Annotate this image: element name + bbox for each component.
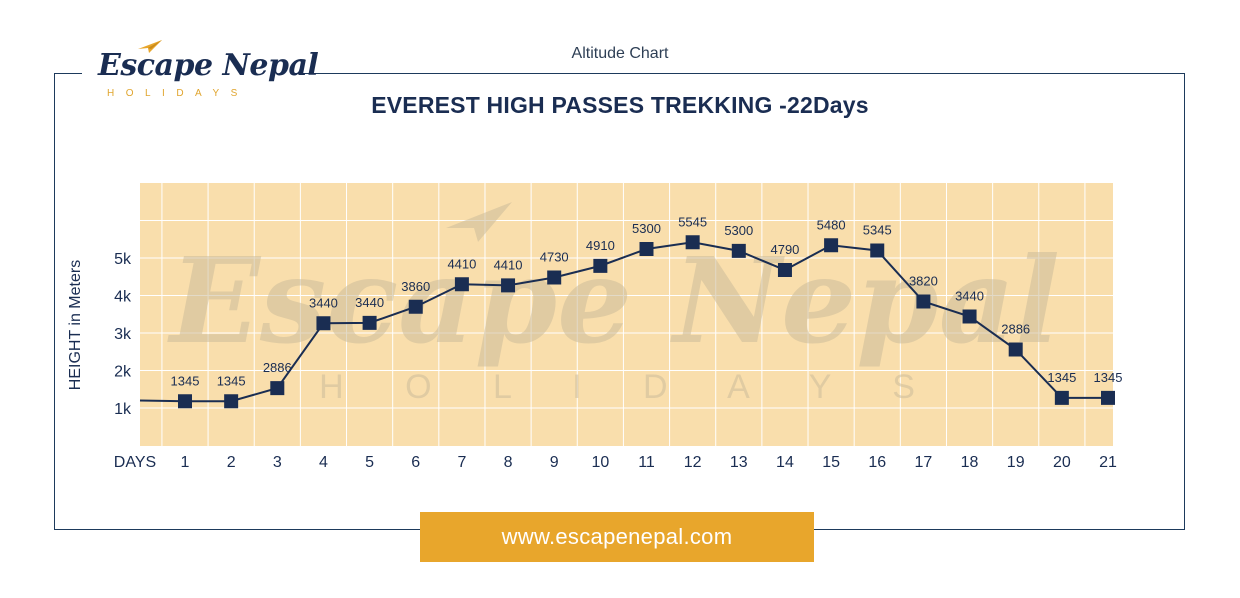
data-label: 4730 (540, 250, 569, 265)
x-tick-label: 17 (915, 454, 933, 471)
data-marker (547, 270, 562, 285)
data-label: 4410 (494, 257, 523, 272)
y-tick-label: 3k (114, 326, 132, 343)
data-marker (1054, 390, 1069, 405)
data-marker (178, 394, 192, 409)
x-tick-label: 5 (365, 454, 374, 471)
x-tick-label: 19 (1007, 454, 1025, 471)
data-label: 3820 (909, 274, 938, 289)
data-marker (454, 277, 469, 292)
watermark-plane-icon (446, 202, 512, 242)
x-tick-label: 15 (822, 454, 840, 471)
data-label: 5300 (632, 221, 661, 236)
logo-wordmark: Escape Nepal (98, 48, 319, 83)
data-marker (1008, 342, 1023, 357)
x-tick-label: 13 (730, 454, 748, 471)
x-tick-label: 2 (227, 454, 236, 471)
data-marker (501, 278, 516, 293)
y-axis-label: HEIGHT in Meters (67, 260, 84, 390)
data-label: 4790 (770, 242, 799, 257)
data-label: 5480 (817, 217, 846, 232)
data-label: 3860 (401, 279, 430, 294)
data-label: 2886 (1001, 322, 1030, 337)
data-marker (316, 316, 331, 331)
x-tick-label: 9 (550, 454, 559, 471)
data-label: 1345 (171, 373, 200, 388)
data-label: 3440 (355, 295, 384, 310)
data-marker (270, 381, 285, 396)
data-label: 3440 (955, 289, 984, 304)
data-marker (870, 243, 885, 258)
x-tick-label: 7 (457, 454, 466, 471)
y-axis-ticks: 1k 2k 3k 4k 5k (114, 251, 132, 418)
x-tick-label: 16 (868, 454, 886, 471)
x-tick-label: 3 (273, 454, 282, 471)
watermark-tagline: H O L I D A Y S (319, 368, 941, 406)
x-tick-label: 11 (638, 454, 655, 471)
x-tick-label: 10 (591, 454, 609, 471)
x-tick-label: 6 (411, 454, 420, 471)
chart-subtitle: Altitude Chart (571, 45, 669, 62)
data-marker (731, 243, 746, 258)
y-tick-label: 4k (114, 289, 132, 306)
data-label: 1345 (1047, 370, 1076, 385)
data-marker (824, 238, 839, 253)
x-tick-label: 8 (504, 454, 513, 471)
data-label: 1345 (1094, 370, 1123, 385)
x-tick-label: 1 (181, 454, 190, 471)
data-marker (224, 394, 239, 409)
data-label: 5345 (863, 223, 892, 238)
data-marker (362, 315, 377, 330)
y-tick-label: 2k (114, 364, 132, 381)
data-marker (777, 263, 792, 277)
x-axis-label: DAYS (114, 454, 156, 471)
plot-background (140, 183, 1113, 446)
data-marker (408, 299, 423, 314)
chart-title: EVEREST HIGH PASSES TREKKING -22Days (371, 92, 869, 118)
series-line (139, 241, 1108, 403)
data-label: 3440 (309, 295, 338, 310)
data-marker (1101, 390, 1115, 405)
website-link[interactable]: www.escapenepal.com (501, 524, 733, 549)
series-altitude: 1345 1345 2886 3440 3440 3860 4410 4410 4730 4910… (139, 214, 1123, 409)
data-marker (916, 294, 931, 309)
frame-mask (82, 66, 292, 82)
data-label: 5300 (724, 223, 753, 238)
data-label: 2886 (263, 360, 292, 375)
x-tick-label: 12 (684, 454, 702, 471)
paper-plane-icon (138, 40, 162, 53)
data-marker (962, 309, 977, 324)
x-tick-label: 18 (961, 454, 979, 471)
y-tick-label: 1k (114, 401, 132, 418)
x-tick-label: 14 (776, 454, 794, 471)
data-marker (593, 258, 608, 273)
footer-banner: www.escapenepal.com (420, 512, 814, 562)
watermark-brand: Escape Nepal (167, 231, 1060, 370)
data-marker (639, 242, 654, 256)
x-tick-label: 20 (1053, 454, 1071, 471)
logo-tagline: HOLIDAYS (107, 88, 249, 99)
brand-logo: Escape Nepal HOLIDAYS (98, 40, 319, 106)
y-tick-label: 5k (114, 251, 132, 268)
data-label: 4910 (586, 238, 615, 253)
x-tick-label: 4 (319, 454, 328, 471)
watermark: Escape Nepal H O L I D A Y S (167, 202, 1060, 406)
data-label: 4410 (447, 256, 476, 271)
data-label: 1345 (217, 373, 246, 388)
data-label: 5545 (678, 214, 707, 229)
x-tick-label: 21 (1099, 454, 1117, 471)
x-axis-ticks: 1 2 3 4 5 6 7 8 9 10 11 12 13 14 15 16 17 18 19 20 21 (181, 454, 1117, 471)
data-marker (685, 235, 700, 250)
